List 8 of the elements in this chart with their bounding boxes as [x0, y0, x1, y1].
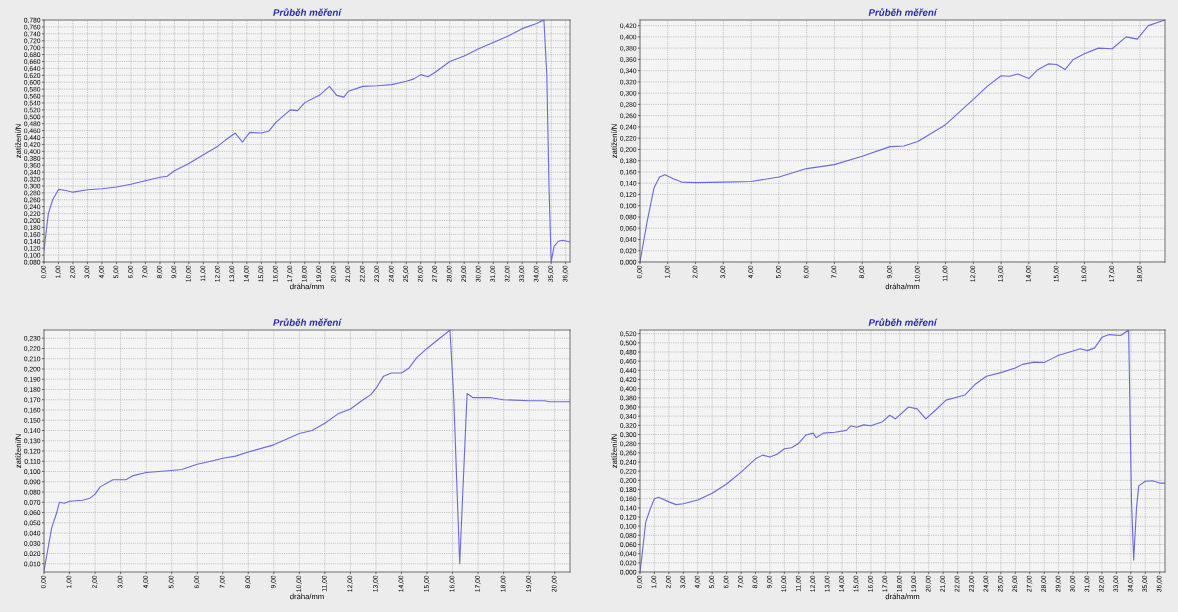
chart-title: Průběh měření	[868, 8, 938, 16]
chart-title: Průběh měření	[868, 318, 938, 326]
line-series	[44, 330, 570, 572]
chart-title: Průběh měření	[273, 8, 343, 16]
line-series	[640, 20, 1165, 262]
chart-title: Průběh měření	[273, 318, 343, 326]
line-series	[44, 20, 570, 262]
line-series	[640, 330, 1165, 572]
